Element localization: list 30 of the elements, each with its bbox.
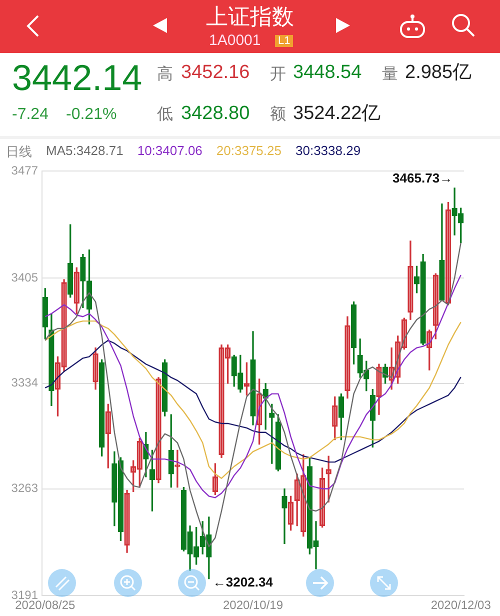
text: 30:3338.29	[296, 143, 361, 160]
y-tick-label: 3477	[11, 164, 38, 178]
text: 10:3407.06	[137, 143, 202, 160]
candlestick	[282, 488, 288, 544]
annotation: 3465.73→	[392, 170, 453, 186]
text: 量	[382, 66, 398, 84]
text: 3448.54	[293, 62, 362, 84]
text: 开	[270, 66, 286, 84]
text: MA5:3428.71	[46, 143, 124, 160]
text: 额	[270, 106, 286, 124]
chart-title: 上证指数	[205, 3, 295, 31]
y-tick-label: 3405	[11, 270, 38, 284]
text: 3442.14	[12, 57, 142, 98]
annotation: ←3202.34	[212, 574, 274, 590]
text: 低	[157, 106, 173, 124]
y-tick-label: 3263	[11, 481, 38, 496]
y-tick-label: 3334	[11, 376, 38, 390]
legend-title: 日线	[6, 143, 32, 161]
chart-subtitle: 1A0001	[209, 32, 261, 49]
text: 2.985亿	[405, 62, 472, 84]
text: 3428.80	[181, 103, 250, 125]
text: 3524.22亿	[293, 103, 381, 125]
text: 高	[157, 66, 173, 84]
text: L1	[275, 35, 294, 48]
text: 20:3375.25	[216, 143, 282, 160]
text: -7.24	[12, 106, 48, 124]
text: -0.21%	[66, 106, 117, 124]
text: 3452.16	[181, 62, 250, 84]
x-tick-label: 2020/12/03	[430, 598, 492, 612]
x-tick-label: 2020/10/19	[222, 598, 284, 612]
